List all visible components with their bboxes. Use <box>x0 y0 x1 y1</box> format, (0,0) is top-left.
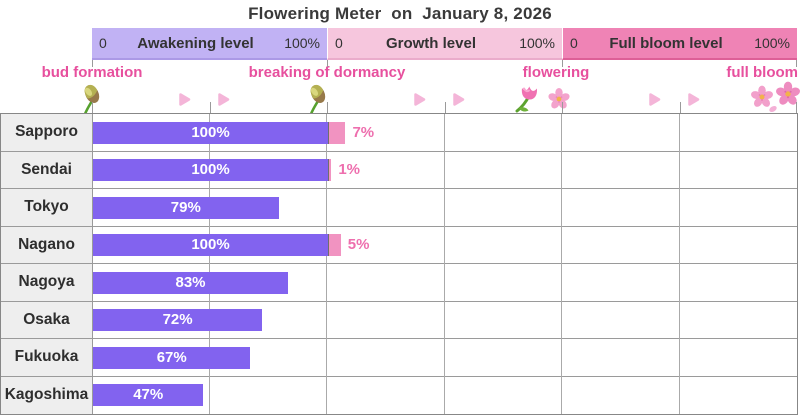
band-max-label: 100% <box>519 35 555 51</box>
awakening-value-label: 83% <box>175 273 206 291</box>
tick-mark <box>327 60 328 67</box>
row-label-nagano: Nagano <box>1 226 93 263</box>
table-row: Kagoshima 47% <box>1 376 797 415</box>
awakening-value-label: 100% <box>191 161 230 178</box>
page-title: Flowering Meter on January 8, 2026 <box>248 4 552 23</box>
row-label-fukuoka: Fukuoka <box>1 339 93 376</box>
row-label-sapporo: Sapporo <box>1 114 93 151</box>
bud-icon <box>305 83 331 116</box>
tick-mark <box>209 102 211 113</box>
band-min-label: 0 <box>99 35 107 51</box>
growth-bar <box>328 234 341 256</box>
awakening-bar <box>93 271 289 294</box>
tick-mark <box>562 102 563 113</box>
arrow-icon <box>646 91 663 108</box>
table-row: Sendai 100% 1% <box>1 151 797 189</box>
table-rows: Sapporo 100% 7% Sendai 100% 1% Tokyo 79% Nagano 1… <box>1 114 797 414</box>
table-row: Fukuoka 67% <box>1 339 797 377</box>
tick-mark <box>796 60 797 67</box>
stage-label-full-bloom: full bloom <box>726 64 798 81</box>
awakening-bar <box>93 159 328 181</box>
tick-mark <box>796 102 797 113</box>
row-label-tokyo: Tokyo <box>1 189 93 226</box>
growth-value-label: 5% <box>347 236 370 253</box>
double-blossom-icon <box>749 81 800 115</box>
table-row: Osaka 72% <box>1 301 797 339</box>
stage-label-breaking-of-dormancy: breaking of dormancy <box>248 64 406 81</box>
bar-area: 100% 7% <box>93 114 797 151</box>
table-row: Nagoya 83% <box>1 264 797 302</box>
awakening-bar <box>93 234 328 256</box>
meter-scale-bands: 0 Awakening level 100% 0 Growth level 10… <box>92 28 797 60</box>
bar-area: 79% <box>93 189 797 226</box>
tick-mark <box>92 102 93 113</box>
band-max-label: 100% <box>754 35 790 51</box>
awakening-value-label: 67% <box>156 348 187 366</box>
awakening-bar <box>93 309 263 331</box>
arrow-icon <box>411 91 428 108</box>
arrow-icon <box>176 91 193 108</box>
band-min-label: 0 <box>570 35 578 51</box>
band-title: Awakening level <box>137 34 254 52</box>
table-row: Sapporo 100% 7% <box>1 114 797 152</box>
awakening-value-label: 72% <box>162 311 193 328</box>
tick-mark <box>562 60 563 67</box>
band-title: Full bloom level <box>609 34 723 52</box>
arrow-icon <box>215 91 232 108</box>
awakening-value-label: 79% <box>170 198 201 216</box>
table-row: Nagano 100% 5% <box>1 226 797 264</box>
row-label-nagoya: Nagoya <box>1 264 93 301</box>
awakening-bar <box>93 346 251 369</box>
growth-bar <box>328 121 346 144</box>
band-min-label: 0 <box>335 35 343 51</box>
bar-area: 100% 1% <box>93 152 797 189</box>
awakening-bar <box>93 384 204 406</box>
awakening-level-band: 0 Awakening level 100% <box>92 28 327 60</box>
growth-level-band: 0 Growth level 100% <box>327 28 562 60</box>
bar-area: 47% <box>93 377 797 415</box>
growth-bar <box>328 159 332 181</box>
awakening-value-label: 100% <box>191 236 230 253</box>
table-row: Tokyo 79% <box>1 189 797 227</box>
full-bloom-level-band: 0 Full bloom level 100% <box>562 28 797 60</box>
growth-value-label: 1% <box>338 161 361 178</box>
bar-area: 83% <box>93 264 797 301</box>
tick-mark <box>679 102 681 113</box>
bud-icon <box>79 83 105 116</box>
bar-area: 67% <box>93 339 797 376</box>
stage-label-bud-formation: bud formation <box>41 64 143 81</box>
awakening-value-label: 47% <box>133 386 164 403</box>
stage-label-flowering: flowering <box>522 64 590 81</box>
tulip-and-blossom-icon <box>512 82 572 114</box>
bar-area: 100% 5% <box>93 227 797 264</box>
band-max-label: 100% <box>284 35 320 51</box>
tick-mark <box>444 102 446 113</box>
growth-value-label: 7% <box>352 123 375 141</box>
tick-mark <box>92 60 93 67</box>
awakening-value-label: 100% <box>191 123 230 141</box>
arrow-icon <box>685 91 702 108</box>
awakening-bar <box>93 196 279 219</box>
bar-area: 72% <box>93 302 797 339</box>
awakening-bar <box>93 121 328 144</box>
arrow-icon <box>450 91 467 108</box>
band-title: Growth level <box>385 34 476 52</box>
tick-mark <box>327 102 328 113</box>
row-label-osaka: Osaka <box>1 301 93 338</box>
city-bar-table: Sapporo 100% 7% Sendai 100% 1% Tokyo 79% Nagano 1… <box>0 113 798 415</box>
row-label-kagoshima: Kagoshima <box>1 376 93 414</box>
row-label-sendai: Sendai <box>1 151 93 188</box>
